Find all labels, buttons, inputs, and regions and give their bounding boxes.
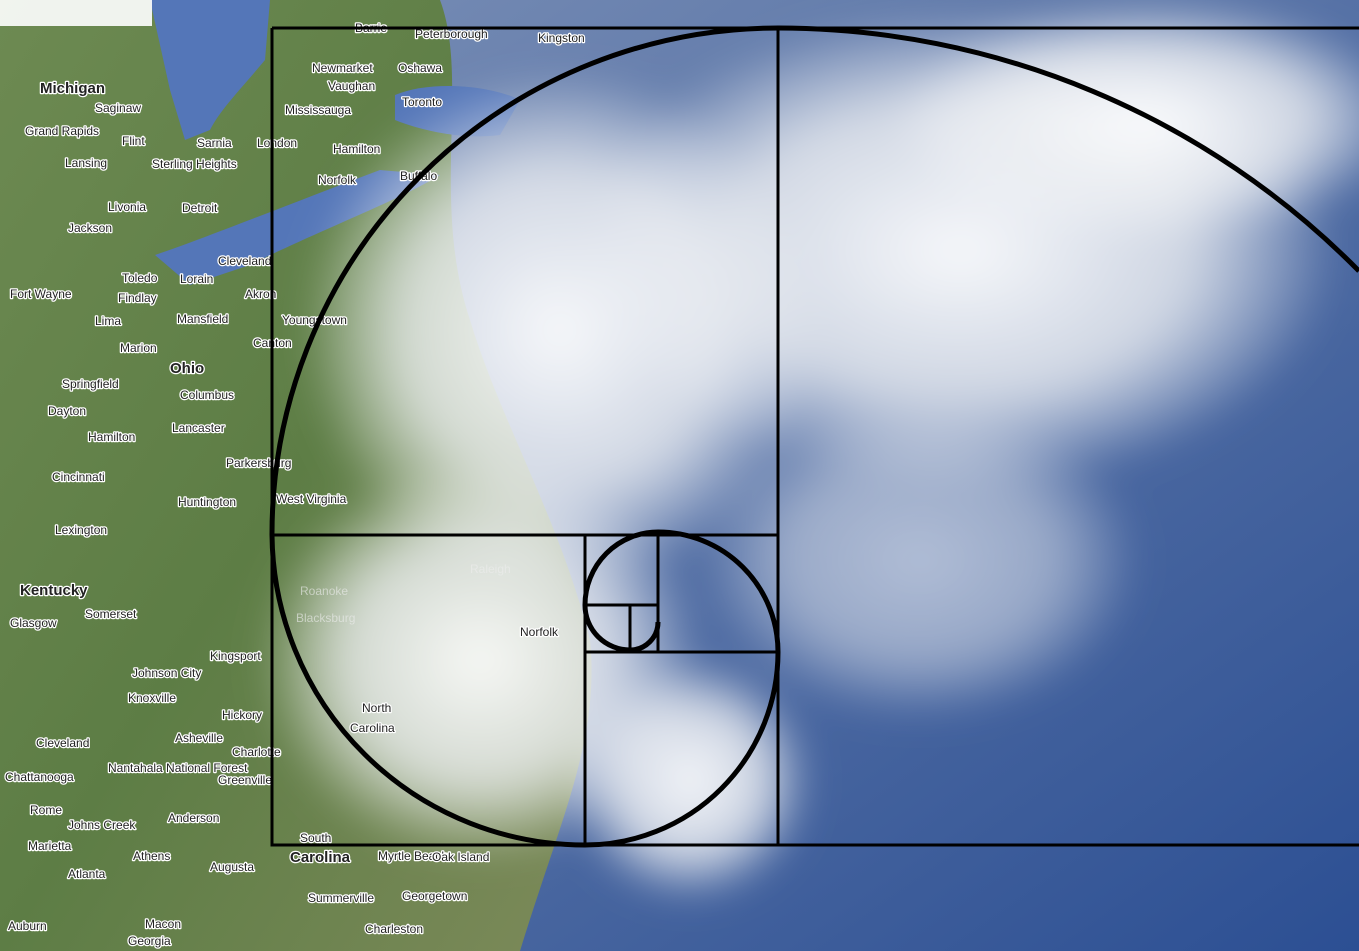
place-label: West Virginia [276,492,347,506]
place-label: London [257,136,297,150]
place-label: Roanoke [300,584,348,598]
place-label: Norfolk [318,173,357,187]
page: {"map": {"labels": ["Michigan","Saginaw"… [0,0,1359,951]
place-label: Vaughan [328,79,375,93]
place-label: Knoxville [128,691,176,705]
place-label: Johns Creek [68,818,136,832]
place-label: Georgetown [402,889,467,903]
place-label: Charlotte [232,745,281,759]
place-label: Lansing [65,156,107,170]
imagery-box [0,0,152,26]
place-label: Detroit [182,201,218,215]
place-label: Marietta [28,839,72,853]
place-label: Macon [145,917,181,931]
place-label: Parkersburg [226,456,291,470]
place-label: Flint [122,134,145,148]
place-label: Atlanta [68,867,106,881]
place-label: Glasgow [10,616,57,630]
place-label: Ohio [170,360,204,377]
place-label: Dayton [48,404,86,418]
place-label: Cincinnati [52,470,105,484]
place-label: Augusta [210,860,254,874]
place-label: Rome [30,803,62,817]
place-label: Cleveland [218,254,271,268]
place-label: Cleveland [36,736,89,750]
place-label: Livonia [108,200,146,214]
place-label: Carolina [290,849,351,866]
place-label: Norfolk [520,625,559,639]
place-label: North [362,701,391,715]
place-label: Saginaw [95,101,141,115]
place-label: Somerset [85,607,137,621]
place-label: Lima [95,314,121,328]
place-label: Kingsport [210,649,261,663]
map: Michigan Saginaw Grand Rapids Flint Lansing S… [0,0,1359,951]
place-label: Fort Wayne [10,287,72,301]
place-label: Lancaster [172,421,225,435]
place-label: Springfield [62,377,119,391]
place-label: Auburn [8,919,47,933]
place-label: Oak Island [432,850,489,864]
place-label: Greenville [218,773,272,787]
place-label: Chattanooga [5,770,74,784]
place-label: Lorain [180,272,213,286]
place-label: Jackson [68,221,112,235]
place-label: Blacksburg [296,611,355,625]
place-label: Anderson [168,811,219,825]
cloud [700,400,1140,720]
place-label: Mississauga [285,103,351,117]
place-label: Johnson City [132,666,201,680]
place-label: Marion [120,341,157,355]
place-label: Toronto [402,95,442,109]
place-label: Lexington [55,523,107,537]
place-label: Hickory [222,708,262,722]
place-label: Kentucky [20,582,88,599]
place-label: Charleston [365,922,423,936]
place-label: Georgia [128,934,171,948]
place-label: Hamilton [333,142,380,156]
place-label: Findlay [118,291,157,305]
place-label: Oshawa [398,61,442,75]
place-label: Athens [133,849,170,863]
place-label: Columbus [180,388,234,402]
place-label: Sterling Heights [152,157,237,171]
place-label: Huntington [178,495,236,509]
place-label: Carolina [350,721,395,735]
place-label: Raleigh [470,562,511,576]
place-label: South [300,831,331,845]
place-label: Hamilton [88,430,135,444]
place-label: Michigan [40,80,105,97]
place-label: Grand Rapids [25,124,99,138]
place-label: Newmarket [312,61,373,75]
place-label: Toledo [122,271,158,285]
place-label: Summerville [308,891,374,905]
place-label: Asheville [175,731,223,745]
place-label: Kingston [538,31,585,45]
place-label: Sarnia [197,136,232,150]
place-label: Mansfield [177,312,228,326]
